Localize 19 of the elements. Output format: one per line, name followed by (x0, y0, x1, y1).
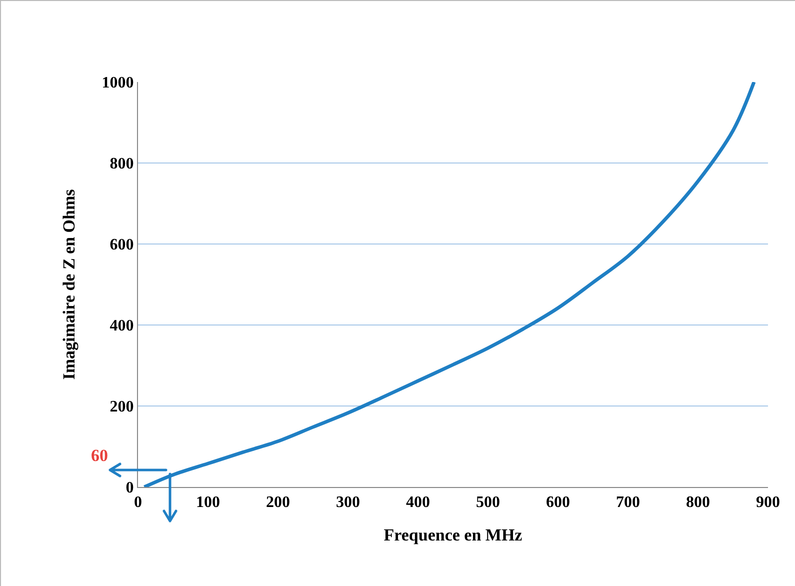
y-tick-label: 800 (110, 156, 134, 173)
y-tick-label: 400 (110, 318, 134, 335)
x-tick-label: 800 (686, 494, 710, 512)
x-tick-label: 700 (616, 494, 640, 512)
text: 60 (91, 446, 108, 465)
x-axis-title: Frequence en MHz (384, 526, 523, 545)
y-tick-label: 0 (126, 480, 134, 497)
line-series (142, 82, 756, 487)
x-tick-label: 600 (546, 494, 570, 512)
x-tick-label: 100 (196, 494, 220, 512)
x-tick-label: 500 (476, 494, 500, 512)
x-tick-label: 300 (336, 494, 360, 512)
x-tick-label: 200 (266, 494, 290, 512)
y-tick-label: 200 (110, 398, 134, 416)
x-tick-label: 400 (406, 494, 430, 512)
y-tick-label: 600 (110, 236, 134, 254)
y-tick-label: 1000 (102, 74, 134, 92)
y-axis-title: Imagimaire de Z en Ohms (59, 188, 78, 380)
x-tick-label: 900 (756, 494, 780, 512)
